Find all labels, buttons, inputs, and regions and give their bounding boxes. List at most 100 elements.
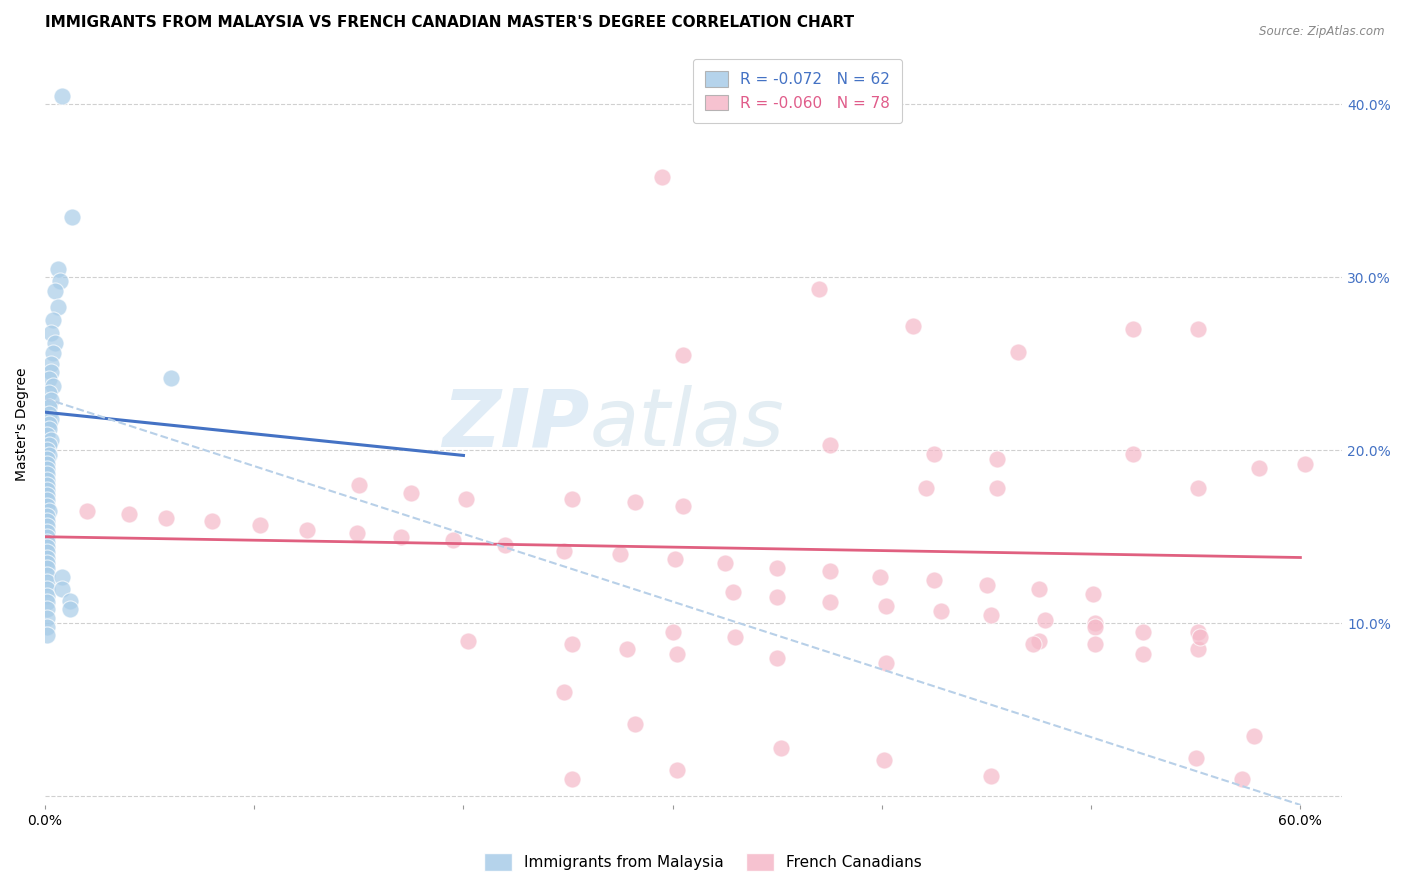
Point bbox=[35, 493, 58, 508]
Point bbox=[1122, 447, 1144, 461]
Point bbox=[1132, 648, 1154, 662]
Point bbox=[38, 372, 60, 386]
Point bbox=[39, 433, 62, 447]
Point bbox=[38, 449, 60, 463]
Point bbox=[980, 768, 1002, 782]
Point bbox=[818, 565, 841, 579]
Point bbox=[35, 574, 58, 589]
Point bbox=[922, 447, 945, 461]
Point bbox=[35, 524, 58, 539]
Point bbox=[1083, 587, 1105, 601]
Point bbox=[766, 561, 789, 575]
Point bbox=[35, 561, 58, 575]
Point bbox=[59, 593, 82, 607]
Point bbox=[1084, 616, 1107, 631]
Point bbox=[723, 585, 745, 599]
Point bbox=[766, 651, 789, 665]
Text: Source: ZipAtlas.com: Source: ZipAtlas.com bbox=[1260, 25, 1385, 38]
Point bbox=[1188, 630, 1211, 644]
Point bbox=[399, 486, 422, 500]
Point bbox=[35, 483, 58, 497]
Point bbox=[664, 552, 686, 566]
Point bbox=[389, 530, 412, 544]
Point bbox=[494, 538, 516, 552]
Point bbox=[38, 417, 60, 432]
Point bbox=[35, 595, 58, 609]
Point bbox=[39, 393, 62, 408]
Point bbox=[661, 624, 683, 639]
Point bbox=[46, 300, 69, 314]
Point bbox=[38, 400, 60, 414]
Point bbox=[38, 407, 60, 421]
Point bbox=[665, 648, 688, 662]
Point bbox=[35, 467, 58, 482]
Point bbox=[624, 495, 647, 509]
Point bbox=[44, 336, 66, 351]
Point bbox=[35, 556, 58, 570]
Point bbox=[1187, 322, 1209, 336]
Point bbox=[35, 427, 58, 442]
Point bbox=[1084, 620, 1107, 634]
Point bbox=[561, 637, 583, 651]
Point bbox=[922, 573, 945, 587]
Point bbox=[986, 481, 1008, 495]
Point bbox=[1187, 642, 1209, 657]
Point bbox=[35, 589, 58, 603]
Point bbox=[159, 370, 181, 384]
Text: ZIP: ZIP bbox=[443, 385, 591, 463]
Point bbox=[1028, 582, 1050, 596]
Point bbox=[35, 545, 58, 559]
Point bbox=[51, 582, 73, 596]
Point bbox=[1184, 751, 1206, 765]
Point bbox=[1187, 481, 1209, 495]
Point bbox=[35, 451, 58, 466]
Point bbox=[818, 595, 841, 609]
Point bbox=[35, 611, 58, 625]
Point bbox=[1294, 457, 1316, 471]
Point bbox=[1230, 772, 1253, 786]
Point bbox=[561, 491, 583, 506]
Point bbox=[42, 313, 65, 327]
Point bbox=[672, 348, 695, 362]
Point bbox=[201, 514, 224, 528]
Point bbox=[457, 633, 479, 648]
Point bbox=[38, 386, 60, 401]
Point bbox=[48, 274, 70, 288]
Y-axis label: Master's Degree: Master's Degree bbox=[15, 368, 30, 481]
Point bbox=[986, 451, 1008, 466]
Point bbox=[818, 438, 841, 452]
Point bbox=[35, 443, 58, 458]
Point bbox=[35, 519, 58, 533]
Point bbox=[35, 530, 58, 544]
Point bbox=[35, 514, 58, 528]
Point bbox=[875, 656, 897, 670]
Point bbox=[35, 508, 58, 523]
Point bbox=[553, 543, 575, 558]
Point bbox=[51, 88, 73, 103]
Point bbox=[35, 457, 58, 471]
Point bbox=[76, 504, 98, 518]
Point bbox=[39, 365, 62, 379]
Point bbox=[714, 556, 737, 570]
Point bbox=[39, 357, 62, 371]
Point bbox=[1243, 729, 1265, 743]
Point bbox=[903, 318, 925, 333]
Point bbox=[651, 169, 673, 184]
Point bbox=[35, 540, 58, 554]
Point bbox=[44, 284, 66, 298]
Point bbox=[35, 550, 58, 565]
Point bbox=[42, 346, 65, 360]
Point bbox=[35, 535, 58, 549]
Point bbox=[1132, 624, 1154, 639]
Point bbox=[980, 607, 1002, 622]
Point bbox=[39, 412, 62, 426]
Point bbox=[295, 523, 318, 537]
Point bbox=[1247, 460, 1270, 475]
Point bbox=[38, 504, 60, 518]
Point bbox=[35, 567, 58, 582]
Point bbox=[1021, 637, 1043, 651]
Point bbox=[249, 517, 271, 532]
Point bbox=[42, 379, 65, 393]
Text: IMMIGRANTS FROM MALAYSIA VS FRENCH CANADIAN MASTER'S DEGREE CORRELATION CHART: IMMIGRANTS FROM MALAYSIA VS FRENCH CANAD… bbox=[45, 15, 853, 30]
Text: atlas: atlas bbox=[591, 385, 785, 463]
